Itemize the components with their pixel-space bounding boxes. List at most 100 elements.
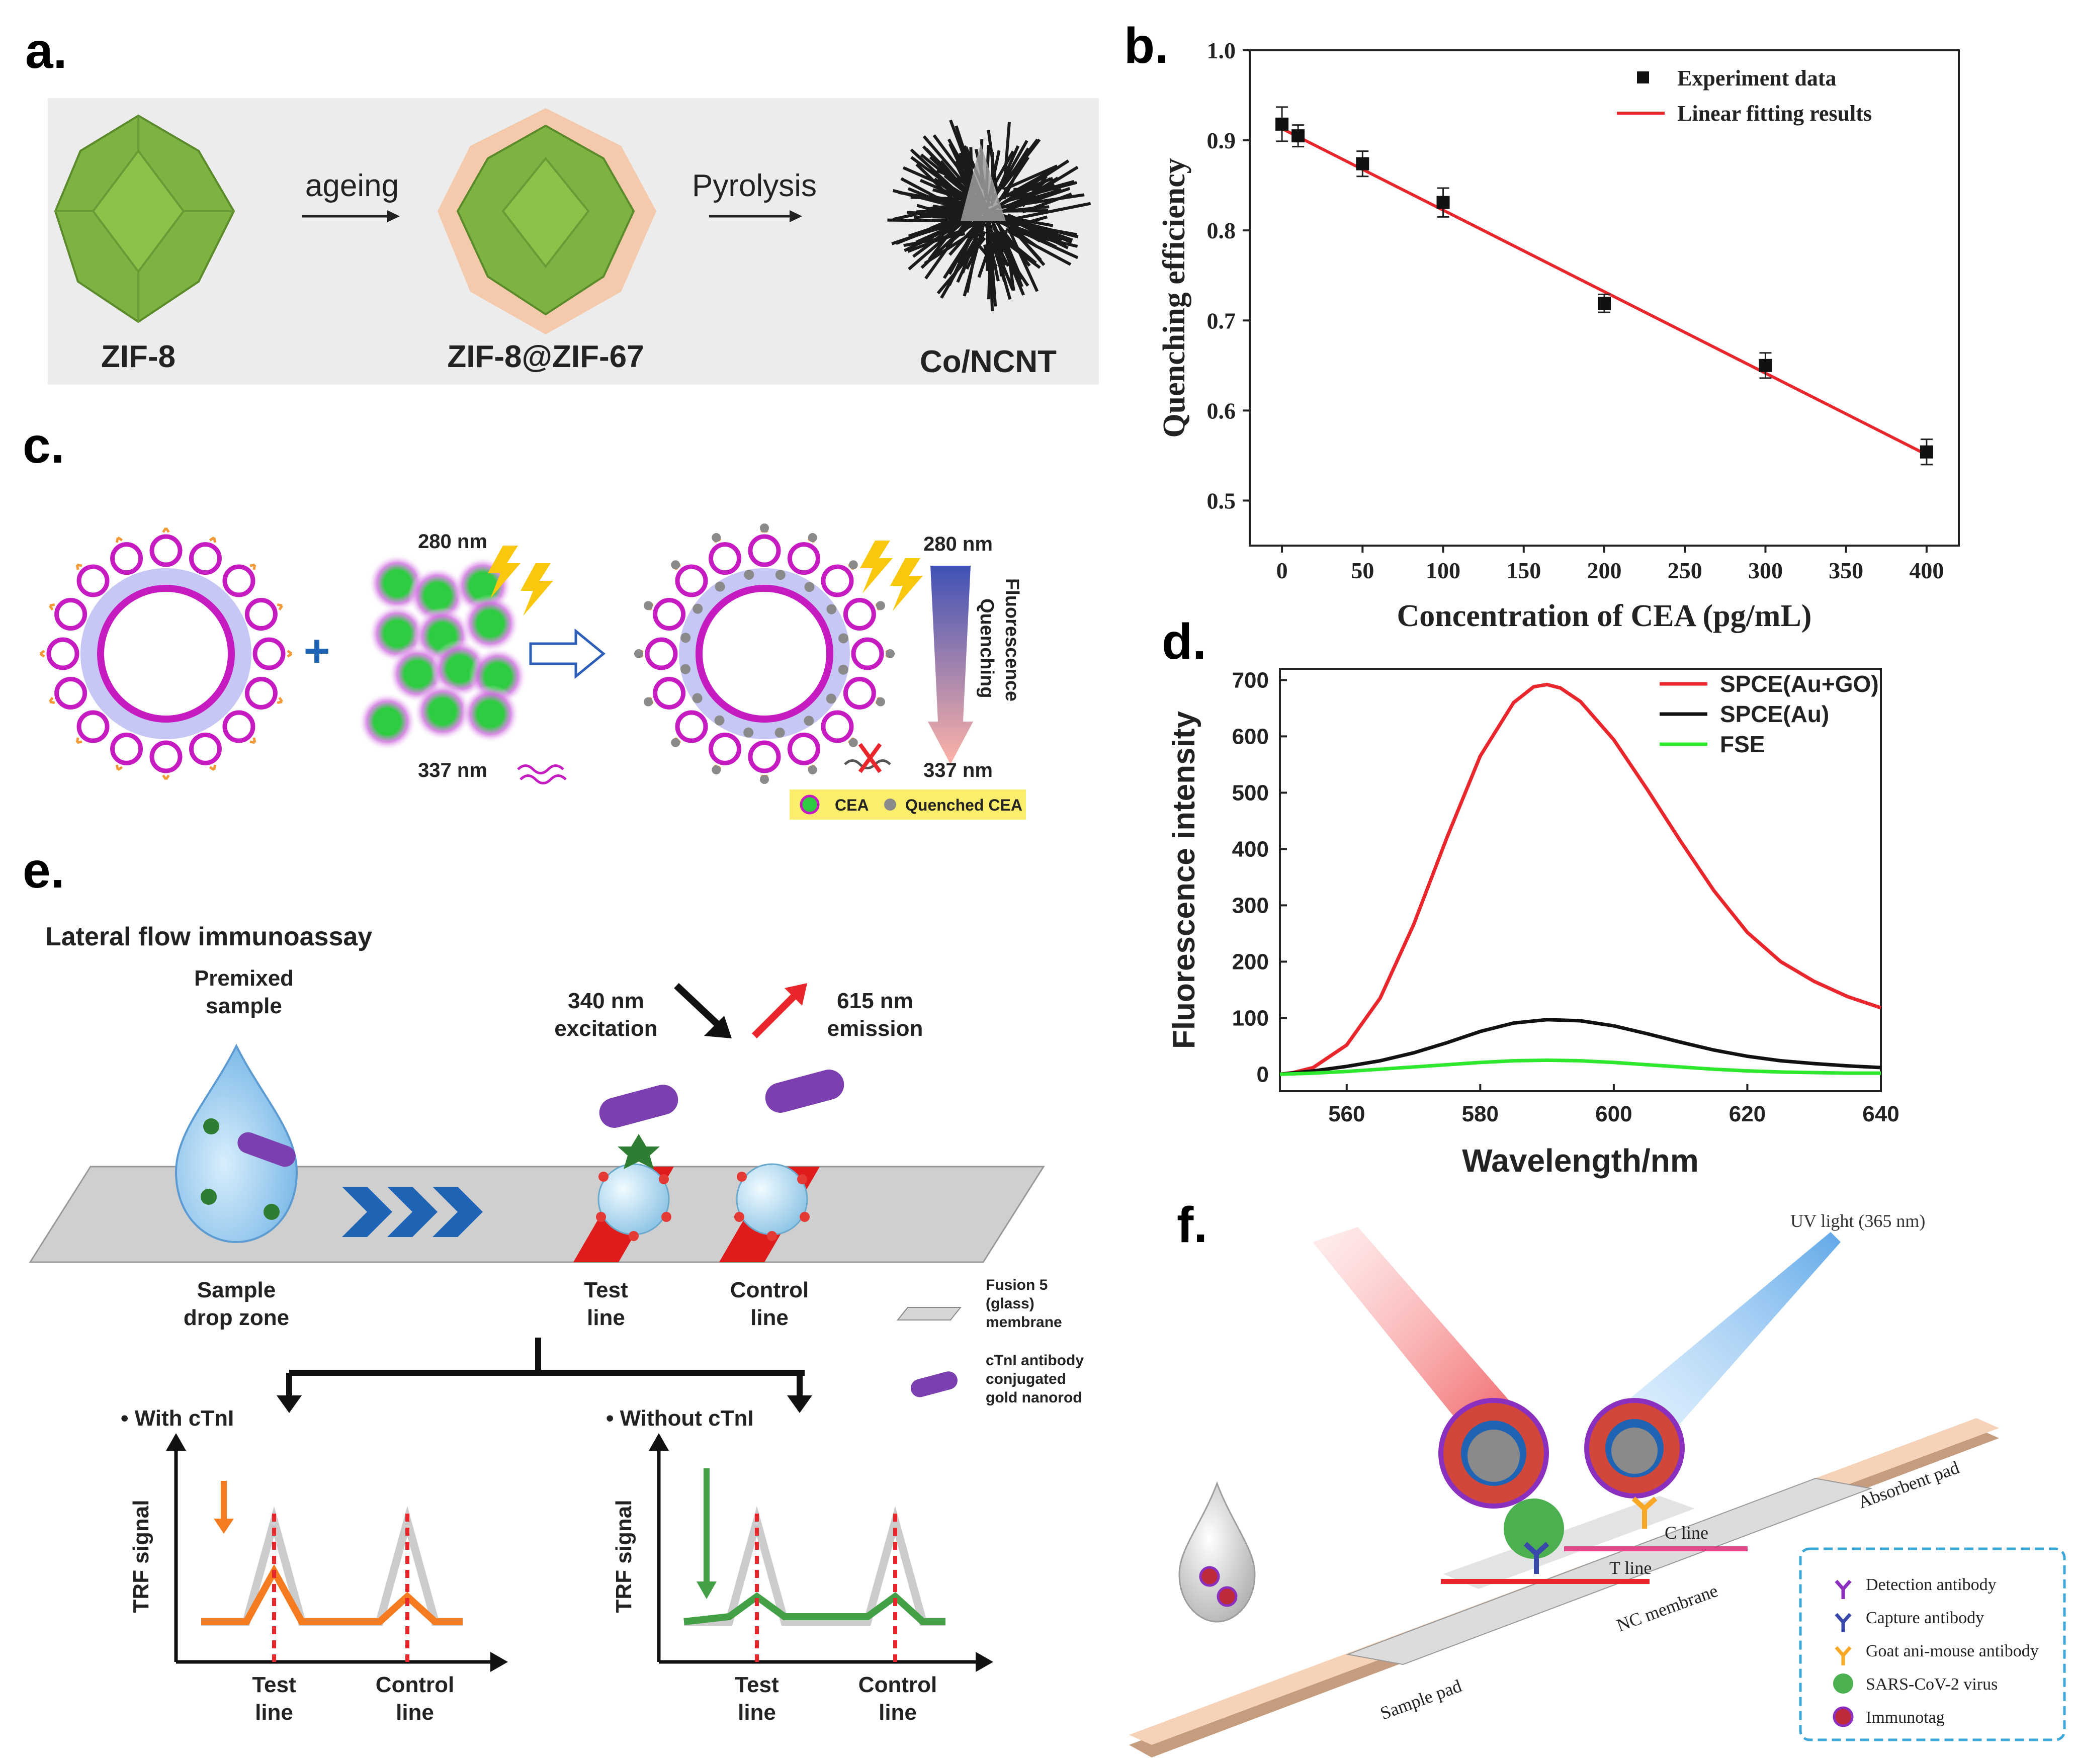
- x-axis-label: Wavelength/nm: [1462, 1142, 1699, 1179]
- quenched-cea: [826, 693, 836, 704]
- data-point: [1436, 196, 1450, 209]
- antibody: [75, 737, 82, 744]
- e-legend-membrane-1: Fusion 5: [986, 1277, 1048, 1293]
- vesicle: [149, 740, 183, 773]
- quenched-cea: [774, 728, 785, 738]
- legend-label: FSE: [1720, 731, 1765, 757]
- vesicle: [653, 598, 686, 631]
- quenched-cea: [693, 603, 703, 614]
- e-right-control-1: Control: [858, 1672, 937, 1697]
- data-point: [1759, 359, 1772, 372]
- vesicle: [110, 732, 143, 765]
- y-tick-label: 300: [1232, 893, 1269, 918]
- quenched-cea: [644, 601, 653, 610]
- quenched-cea: [838, 664, 848, 675]
- quenched-cea: [848, 560, 858, 570]
- y-axis-label: Fluorescence intensity: [1167, 711, 1201, 1049]
- nanotube: [985, 215, 991, 273]
- legend-quenched-cea: Quenched CEA: [905, 796, 1022, 814]
- legend-immunotag-icon: [1833, 1706, 1854, 1727]
- e-trf-signal-left: TRF signal: [129, 1500, 153, 1613]
- nanotube: [910, 148, 966, 201]
- flow-chevrons: [342, 1187, 483, 1237]
- panel-d: d. 560 580 600 620 640 0 100 200 300 400 500 600 700…: [1162, 613, 1899, 1179]
- quenched-cea: [680, 664, 690, 674]
- c-fluorescence-label: Fluorescence: [1001, 578, 1022, 701]
- nanotube: [991, 150, 1015, 188]
- gold-nanorod-icon: [237, 1132, 296, 1167]
- nanotube: [1021, 175, 1048, 207]
- y-axis-label: Quenching efficiency: [1157, 158, 1191, 437]
- x-tick-label: 300: [1748, 558, 1783, 583]
- series-line: [1279, 682, 1882, 1076]
- quenched-cea: [714, 715, 725, 726]
- quenched-cea-legend-icon: [884, 799, 896, 811]
- e-sample-zone-1: Sample: [197, 1278, 276, 1302]
- panel-d-label: d.: [1162, 613, 1206, 670]
- vesicle: [76, 564, 110, 597]
- emission-wave-icon: [517, 764, 567, 784]
- vesicle: [843, 598, 876, 631]
- quenched-cea: [760, 523, 769, 533]
- e-test-1: Test: [584, 1278, 628, 1302]
- nanotube: [1008, 231, 1039, 292]
- panel-e: e. Lateral flow immunoassay Premixed sam…: [23, 842, 1084, 1725]
- vesicle: [787, 542, 820, 575]
- arrow-pyrolysis-head: [790, 210, 802, 222]
- vesicle: [843, 676, 876, 710]
- vesicle: [222, 710, 255, 743]
- vesicle: [675, 710, 708, 743]
- e-excitation-2: excitation: [554, 1016, 657, 1041]
- e-without-ctni: • Without cTnI: [606, 1406, 754, 1431]
- e-excitation-1: 340 nm: [568, 989, 644, 1013]
- nanotube: [936, 169, 972, 187]
- cea-particle: [405, 662, 429, 686]
- co-ncnt-core: [961, 143, 1006, 221]
- f-c-line: C line: [1665, 1523, 1708, 1543]
- quenched-cea: [876, 697, 885, 707]
- quenched-cea: [826, 604, 837, 614]
- vesicle: [748, 534, 781, 567]
- vesicle: [748, 740, 781, 773]
- membrane-legend-icon: [896, 1307, 962, 1320]
- e-test-2: line: [587, 1305, 625, 1330]
- data-point: [1356, 157, 1369, 170]
- antibody: [277, 696, 284, 704]
- vesicle: [645, 637, 678, 670]
- quenching-arrow: [928, 566, 973, 764]
- liposome-right: [634, 523, 895, 784]
- y-tick-label: 0.7: [1207, 308, 1236, 333]
- vesicle: [821, 710, 854, 743]
- cea-particle: [385, 622, 409, 646]
- quenched-cea: [886, 649, 895, 658]
- nanotube: [998, 193, 1085, 210]
- y-tick-label: 200: [1232, 949, 1269, 974]
- e-title: Lateral flow immunoassay: [45, 922, 372, 951]
- antibody: [277, 603, 284, 611]
- nanorod-legend-icon: [910, 1371, 958, 1397]
- legend-marker: [1637, 71, 1649, 83]
- quenched-cea: [634, 649, 643, 658]
- x-tick-label: 350: [1829, 558, 1863, 583]
- nanotube: [990, 159, 1070, 212]
- ring-shell: [679, 568, 850, 739]
- vesicle: [189, 542, 222, 575]
- y-tick-label: 100: [1232, 1006, 1269, 1030]
- nanotube: [924, 230, 975, 265]
- x-tick-label: 640: [1862, 1102, 1899, 1126]
- cea-particle: [448, 657, 472, 681]
- x-tick-label: 600: [1595, 1102, 1632, 1126]
- panel-a-label: a.: [25, 23, 67, 79]
- data-point: [1920, 445, 1933, 459]
- x-axis-label: Concentration of CEA (pg/mL): [1397, 599, 1812, 633]
- immunotag-right: [1584, 1398, 1685, 1498]
- x-tick-label: 250: [1668, 558, 1702, 583]
- panel-c: c. + 280 nm 337 nm 280 nm Fluorescence Q…: [23, 417, 1026, 820]
- panel-b-label: b.: [1124, 18, 1169, 74]
- legend-f-label: Goat ani-mouse antibody: [1866, 1642, 2039, 1660]
- emission-arrow: [752, 993, 797, 1038]
- y-tick-label: 0: [1257, 1062, 1269, 1087]
- vesicle: [653, 676, 686, 710]
- e-legend-membrane-2: (glass): [986, 1295, 1034, 1312]
- c-quenching-label: Quenching: [976, 598, 997, 698]
